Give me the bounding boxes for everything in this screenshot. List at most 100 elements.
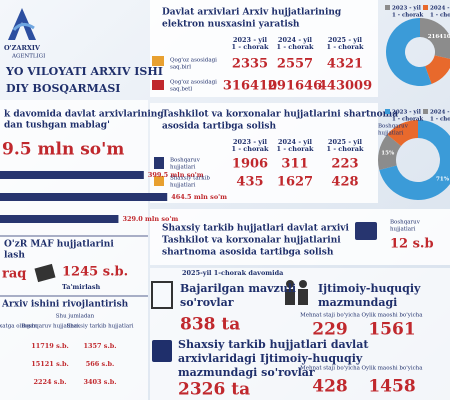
section-title: Arxiv ishini rivojlantirish: [1, 300, 129, 310]
table-header: Shaxsiy tarkib hujjatlari: [66, 324, 133, 330]
label: so'rovlar: [180, 296, 234, 309]
legend-entry: 2024 - yil: [430, 110, 450, 116]
section-title: Tashkilot va korxonalar hujjatlarini sha…: [162, 110, 398, 120]
label: mazmundagi so'rovlar: [178, 366, 315, 379]
value: raq: [2, 267, 26, 282]
section-title: Davlat arxivlari Arxiv hujjatlarining: [162, 8, 342, 18]
logo-title: O'ZARXIV: [4, 44, 41, 52]
data-label: 71%: [436, 177, 450, 183]
year-header: 2024 - yil: [278, 138, 313, 146]
label: Bajarilgan mavzuli: [180, 282, 296, 295]
data-label: 15%: [381, 151, 395, 157]
value: 838 ta: [180, 315, 240, 335]
item-label: Oylik maoshi bo'yicha: [361, 366, 423, 372]
donut-slice: [387, 119, 418, 146]
panel: [150, 103, 378, 203]
total: 9.5 mln so'm: [2, 140, 124, 160]
legend-swatch: [385, 109, 390, 114]
value: 4321: [327, 57, 363, 72]
title: YO VILOYATI ARXIV ISHI: [5, 65, 163, 78]
table-cell: 1357 s.b.: [83, 342, 116, 350]
panel: [150, 209, 450, 265]
section-title: lash: [4, 251, 25, 261]
legend-entry: 1 - chorak: [392, 13, 423, 19]
year-header: 2025 - yil: [328, 138, 363, 146]
legend-entry: 1 - chorak: [430, 117, 450, 123]
caption: Boshqaruv: [378, 124, 409, 130]
section-title: O'zR MAF hujjatlarini: [4, 240, 114, 250]
folder-icon: [355, 222, 377, 240]
label: arxivlaridagi Ijtimoiy-huquqiy: [178, 352, 363, 365]
value: 1245 s.b.: [62, 265, 128, 280]
table-cell: 3403 s.b.: [83, 378, 116, 386]
caption: hujjatlari: [378, 131, 404, 137]
table-header: Ro'yxatga olingan: [0, 324, 37, 330]
value: 12 s.b: [390, 237, 434, 252]
title: DIY BOSQARMASI: [6, 82, 120, 95]
value: 1906: [232, 157, 268, 172]
period: 2025-yil 1-chorak davomida: [182, 269, 284, 277]
doc-icon: [151, 281, 173, 309]
item-label: Oylik maoshi bo'yicha: [361, 313, 423, 319]
logo-mark: [8, 8, 36, 40]
row-label: hujjatlari: [170, 183, 196, 189]
label: mazmundagi: [318, 296, 397, 309]
legend-swatch: [423, 109, 428, 114]
people-icon: [286, 280, 294, 288]
value: 291646: [268, 79, 322, 94]
label: Ta'mirlash: [62, 283, 101, 291]
row-label: Qog'oz asosidagi: [170, 80, 217, 86]
panel: [150, 0, 378, 97]
section-title: asosida tartibga solish: [162, 122, 276, 132]
doc-icon: [152, 340, 172, 362]
people-icon: [299, 280, 307, 288]
bar: [0, 215, 119, 223]
table-cell: 11719 s.b.: [31, 342, 69, 350]
doc-icon: [154, 176, 164, 186]
section-title: Tashkilot va korxonalar hujjatlarini: [162, 236, 341, 246]
value: 2557: [277, 57, 313, 72]
label: Boshqaruv: [390, 220, 421, 226]
donut-slice: [378, 134, 402, 170]
section-title: k davomida davlat arxivlarining: [4, 110, 164, 120]
year-header: 1 - chorak: [232, 145, 269, 153]
bar: [0, 171, 144, 179]
donut-slice: [425, 55, 450, 84]
year-header: 2024 - yil: [278, 36, 313, 44]
table-cell: 566 s.b.: [86, 360, 115, 368]
value: 2326 ta: [178, 380, 250, 400]
people-icon: [298, 289, 308, 305]
value: 1458: [368, 377, 415, 397]
row-label: saq.birl: [170, 65, 191, 71]
data-label: 464.5 mln so'm: [171, 193, 227, 201]
year-header: 2025 - yil: [328, 36, 363, 44]
value: 316410: [223, 79, 277, 94]
value: 443009: [318, 79, 372, 94]
year-header: 1 - chorak: [327, 43, 364, 51]
value: 223: [331, 157, 358, 172]
value: 1561: [368, 320, 415, 340]
label: hujjatlari: [390, 227, 416, 233]
table-cell: 15121 s.b.: [31, 360, 69, 368]
doc-icon: [154, 157, 164, 169]
legend-entry: 2024 - yil: [430, 6, 450, 12]
row-label: Qog'oz asosidagi: [170, 58, 217, 64]
row-label: Shaxsiy tarkib: [170, 176, 210, 182]
data-label: 216410: [428, 34, 450, 40]
donut-slice: [385, 18, 432, 87]
item-label: Mehnat staji bo'yicha: [300, 313, 361, 319]
table-cell: 2224 s.b.: [33, 378, 66, 386]
item-label: Mehnat staji bo'yicha: [300, 366, 361, 372]
year-header: 2023 - yil: [233, 36, 268, 44]
year-header: 1 - chorak: [327, 145, 364, 153]
logo-subtitle: AGENTLIGI: [11, 54, 45, 60]
legend-swatch: [423, 5, 428, 10]
section-title: elektron nusxasini yaratish: [162, 20, 300, 30]
value: 2335: [232, 57, 268, 72]
legend-entry: 1 - chorak: [392, 117, 423, 123]
legend-entry: 1 - chorak: [430, 13, 450, 19]
value: 311: [281, 157, 308, 172]
label: Ijtimoiy-huquqiy: [318, 282, 421, 295]
